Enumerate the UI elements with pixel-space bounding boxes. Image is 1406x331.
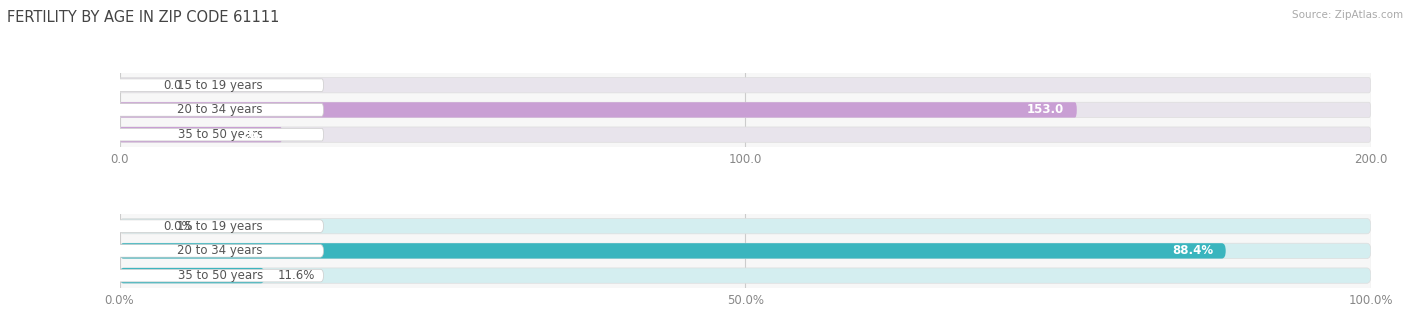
- Text: 35 to 50 years: 35 to 50 years: [177, 128, 263, 141]
- FancyBboxPatch shape: [120, 102, 1371, 118]
- FancyBboxPatch shape: [117, 79, 323, 91]
- Text: 0.0%: 0.0%: [163, 220, 193, 233]
- FancyBboxPatch shape: [120, 77, 1371, 93]
- Text: 88.4%: 88.4%: [1173, 244, 1213, 258]
- Text: 15 to 19 years: 15 to 19 years: [177, 220, 263, 233]
- FancyBboxPatch shape: [120, 243, 1226, 259]
- FancyBboxPatch shape: [120, 127, 283, 142]
- FancyBboxPatch shape: [120, 127, 1371, 142]
- Text: Source: ZipAtlas.com: Source: ZipAtlas.com: [1292, 10, 1403, 20]
- Text: 153.0: 153.0: [1026, 103, 1064, 117]
- Text: 35 to 50 years: 35 to 50 years: [177, 269, 263, 282]
- FancyBboxPatch shape: [117, 128, 323, 141]
- FancyBboxPatch shape: [117, 104, 323, 116]
- FancyBboxPatch shape: [120, 218, 1371, 234]
- FancyBboxPatch shape: [117, 220, 323, 232]
- Text: 11.6%: 11.6%: [277, 269, 315, 282]
- FancyBboxPatch shape: [117, 269, 323, 282]
- Text: 26.0: 26.0: [240, 128, 270, 141]
- Text: 15 to 19 years: 15 to 19 years: [177, 79, 263, 92]
- Text: 20 to 34 years: 20 to 34 years: [177, 244, 263, 258]
- FancyBboxPatch shape: [120, 268, 264, 283]
- Text: 0.0: 0.0: [163, 79, 181, 92]
- FancyBboxPatch shape: [117, 245, 323, 257]
- FancyBboxPatch shape: [120, 268, 1371, 283]
- FancyBboxPatch shape: [120, 102, 1077, 118]
- Text: 20 to 34 years: 20 to 34 years: [177, 103, 263, 117]
- Text: FERTILITY BY AGE IN ZIP CODE 61111: FERTILITY BY AGE IN ZIP CODE 61111: [7, 10, 280, 25]
- FancyBboxPatch shape: [120, 243, 1371, 259]
